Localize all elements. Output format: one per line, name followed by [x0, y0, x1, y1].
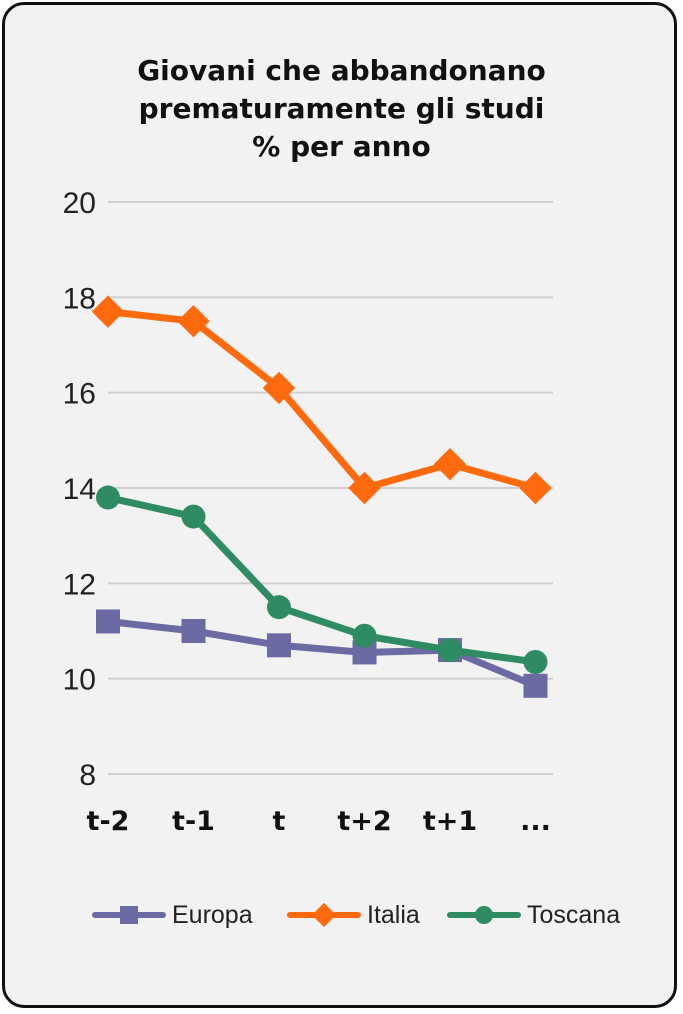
x-tick-label: t-1 — [172, 806, 215, 837]
data-point-europa — [267, 633, 291, 658]
y-tick-label: 12 — [63, 568, 96, 601]
y-tick-label: 18 — [63, 282, 96, 315]
legend-item-italia: Italia — [287, 895, 420, 935]
data-point-italia — [262, 371, 296, 405]
legend-label-italia: Italia — [367, 900, 420, 929]
data-point-toscana — [181, 504, 206, 529]
data-point-italia — [433, 447, 467, 481]
chart-title-line-1: Giovani che abbandonano — [137, 54, 546, 87]
legend-marker-europa — [120, 906, 138, 924]
series-line-italia — [104, 308, 539, 492]
y-tick-label: 14 — [63, 473, 96, 506]
x-tick-label: ... — [520, 806, 551, 837]
y-tick-label: 20 — [63, 187, 96, 220]
y-tick-label: 16 — [63, 378, 96, 411]
x-tick-label: t-2 — [87, 806, 130, 837]
legend-item-europa: Europa — [92, 895, 253, 935]
data-point-italia — [177, 304, 210, 338]
data-point-italia — [348, 471, 381, 505]
x-tick-label: t+1 — [423, 806, 477, 837]
legend-swatch-toscana — [447, 906, 521, 924]
legend-swatch-italia — [287, 902, 361, 928]
legend-marker-toscana — [475, 906, 493, 924]
data-point-toscana — [96, 485, 120, 510]
x-tick-label: t+2 — [337, 806, 391, 837]
legend-marker-italia — [311, 902, 337, 928]
series-line-europa — [104, 617, 539, 690]
legend-item-toscana: Toscana — [447, 895, 620, 935]
chart-title-line-3: % per anno — [252, 130, 431, 163]
data-point-europa — [523, 673, 548, 698]
data-point-toscana — [267, 595, 291, 620]
chart-legend: Europa Italia Toscana — [0, 895, 683, 935]
y-tick-label: 8 — [79, 759, 96, 792]
data-point-italia — [519, 471, 552, 505]
series-line-toscana — [104, 494, 539, 666]
y-tick-label: 10 — [63, 664, 96, 697]
chart-title: Giovani che abbandonano prematuramente g… — [0, 52, 683, 166]
data-point-europa — [96, 609, 120, 634]
chart-title-line-2: prematuramente gli studi — [138, 92, 545, 125]
legend-label-toscana: Toscana — [527, 900, 621, 929]
legend-label-europa: Europa — [172, 900, 253, 929]
data-point-italia — [91, 295, 125, 328]
data-point-toscana — [352, 623, 377, 648]
x-tick-label: t — [273, 806, 286, 837]
data-point-europa — [181, 619, 206, 643]
data-point-toscana — [438, 638, 462, 663]
legend-swatch-europa — [92, 906, 166, 924]
data-point-toscana — [523, 649, 548, 674]
